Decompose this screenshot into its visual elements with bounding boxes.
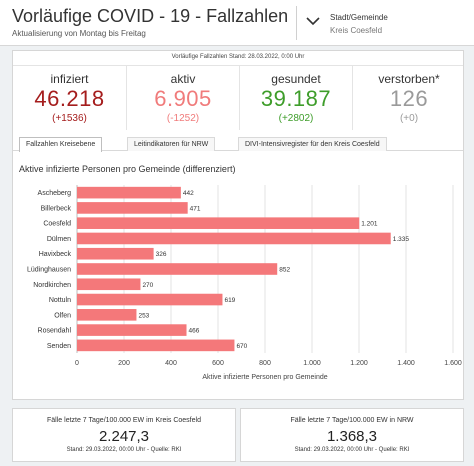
bar <box>77 247 154 260</box>
x-tick-label: 1.600 <box>444 360 462 367</box>
bar-value-label: 326 <box>156 251 167 258</box>
kpi-label: verstorben* <box>378 72 440 86</box>
tab-leitindikatoren-nrw[interactable]: Leitindikatoren für NRW <box>127 137 216 151</box>
kpi-label: aktiv <box>170 72 196 86</box>
header-divider <box>296 6 297 40</box>
bar-value-label: 670 <box>236 343 247 350</box>
kpi-row: infiziert 46.218 (+1536) aktiv 6.905 (-1… <box>13 65 465 130</box>
x-tick-label: 800 <box>259 360 271 367</box>
category-label: Ascheberg <box>38 190 72 197</box>
incidence-nrw-card: Fälle letzte 7 Tage/100.000 EW in NRW 1.… <box>240 408 464 462</box>
bar <box>77 186 181 199</box>
kpi-value: 46.218 <box>34 86 105 111</box>
category-label: Billerbeck <box>41 205 72 212</box>
tab-bar: Fallzahlen Kreisebene Leitindikatoren fü… <box>13 135 463 152</box>
kpi-value: 39.187 <box>260 86 332 111</box>
category-label: Olfen <box>54 312 71 319</box>
kpi-label: gesundet <box>271 72 321 86</box>
bar <box>77 278 141 291</box>
stand-text: Vorläufige Fallzahlen Stand: 28.03.2022,… <box>171 54 305 60</box>
bar-chart-svg: 0 200 400 600 800 1.000 1.200 1.400 1.600 442 Asch… <box>27 185 462 381</box>
category-label: Dülmen <box>47 236 71 243</box>
kpi-delta: (-1252) <box>166 113 200 124</box>
kpi-delta: (+0) <box>399 113 419 124</box>
category-label: Rosendahl <box>38 328 72 335</box>
kpi-verstorben: verstorben* 126 (+0) <box>352 66 465 130</box>
bar-value-label: 1.201 <box>361 221 378 228</box>
app-header: Vorläufige COVID - 19 - Fallzahlen Aktua… <box>0 0 474 46</box>
x-tick-label: 1.200 <box>350 360 368 367</box>
tab-fallzahlen-kreisebene[interactable]: Fallzahlen Kreisebene <box>19 137 103 152</box>
kpi-aktiv: aktiv 6.905 (-1252) <box>126 66 239 130</box>
kpi-delta: (+1536) <box>52 113 87 124</box>
tab-divi-intensivregister[interactable]: DIVI-Intensivregister für den Kreis Coes… <box>238 137 387 151</box>
x-tick-label: 1.400 <box>397 360 415 367</box>
bar <box>77 324 187 336</box>
incidence-note: Stand: 29.03.2022, 00:00 Uhr - Quelle: R… <box>294 447 410 453</box>
kpi-value: 126 <box>389 86 429 111</box>
kpi-gesundet: gesundet 39.187 (+2802) <box>239 66 352 130</box>
incidence-kreis-card: Fälle letzte 7 Tage/100.000 EW im Kreis … <box>12 408 236 462</box>
bar-value-label: 619 <box>224 297 235 304</box>
incidence-value: 1.368,3 <box>326 428 378 445</box>
bar-value-label: 852 <box>279 267 290 274</box>
chart-title: Aktive infizierte Personen pro Gemeinde … <box>19 164 236 174</box>
bar-value-label: 253 <box>138 312 149 319</box>
bar <box>77 293 223 306</box>
bar <box>77 339 235 352</box>
bar <box>77 217 360 229</box>
bar-value-label: 466 <box>189 328 200 335</box>
category-label: Havixbeck <box>39 251 72 258</box>
main-panel: Vorläufige Fallzahlen Stand: 28.03.2022,… <box>12 50 464 400</box>
bar <box>77 232 391 245</box>
selector-label: Stadt/Gemeinde <box>330 13 388 22</box>
x-tick-label: 600 <box>212 360 224 367</box>
kpi-value: 6.905 <box>154 86 212 111</box>
bar-chart: 0 200 400 600 800 1.000 1.200 1.400 1.600 442 Asch… <box>13 179 463 401</box>
municipality-selector[interactable]: Stadt/Gemeinde Kreis Coesfeld <box>298 4 474 42</box>
incidence-label: Fälle letzte 7 Tage/100.000 EW im Kreis … <box>47 417 201 424</box>
bar-value-label: 1.335 <box>393 236 410 243</box>
chevron-down-icon[interactable] <box>306 16 320 26</box>
category-label: Coesfeld <box>43 221 71 228</box>
bar-value-label: 442 <box>183 190 194 197</box>
kpi-infiziert: infiziert 46.218 (+1536) <box>13 66 126 130</box>
page-title: Vorläufige COVID - 19 - Fallzahlen <box>12 6 289 26</box>
x-tick-label: 400 <box>165 360 177 367</box>
x-tick-label: 0 <box>75 360 79 367</box>
bar <box>77 263 278 275</box>
incidence-value: 2.247,3 <box>98 428 150 445</box>
page-subtitle: Aktualisierung von Montag bis Freitag <box>12 29 146 38</box>
incidence-label: Fälle letzte 7 Tage/100.000 EW in NRW <box>290 417 414 424</box>
kpi-label: infiziert <box>50 72 89 86</box>
category-label: Nottuln <box>49 297 71 304</box>
incidence-note: Stand: 29.03.2022, 00:00 Uhr - Quelle: R… <box>66 447 182 453</box>
bar-value-label: 270 <box>142 282 153 289</box>
x-tick-label: 1.000 <box>303 360 321 367</box>
bar <box>77 202 188 214</box>
bar-value-label: 471 <box>190 205 201 212</box>
bar <box>77 309 137 321</box>
selector-value[interactable]: Kreis Coesfeld <box>330 26 383 35</box>
x-axis-title: Aktive infizierte Personen pro Gemeinde <box>202 374 327 381</box>
kpi-delta: (+2802) <box>278 113 314 124</box>
category-label: Nordkirchen <box>33 282 71 289</box>
category-label: Senden <box>47 343 71 350</box>
category-label: Lüdinghausen <box>27 267 71 274</box>
x-tick-label: 200 <box>118 360 130 367</box>
